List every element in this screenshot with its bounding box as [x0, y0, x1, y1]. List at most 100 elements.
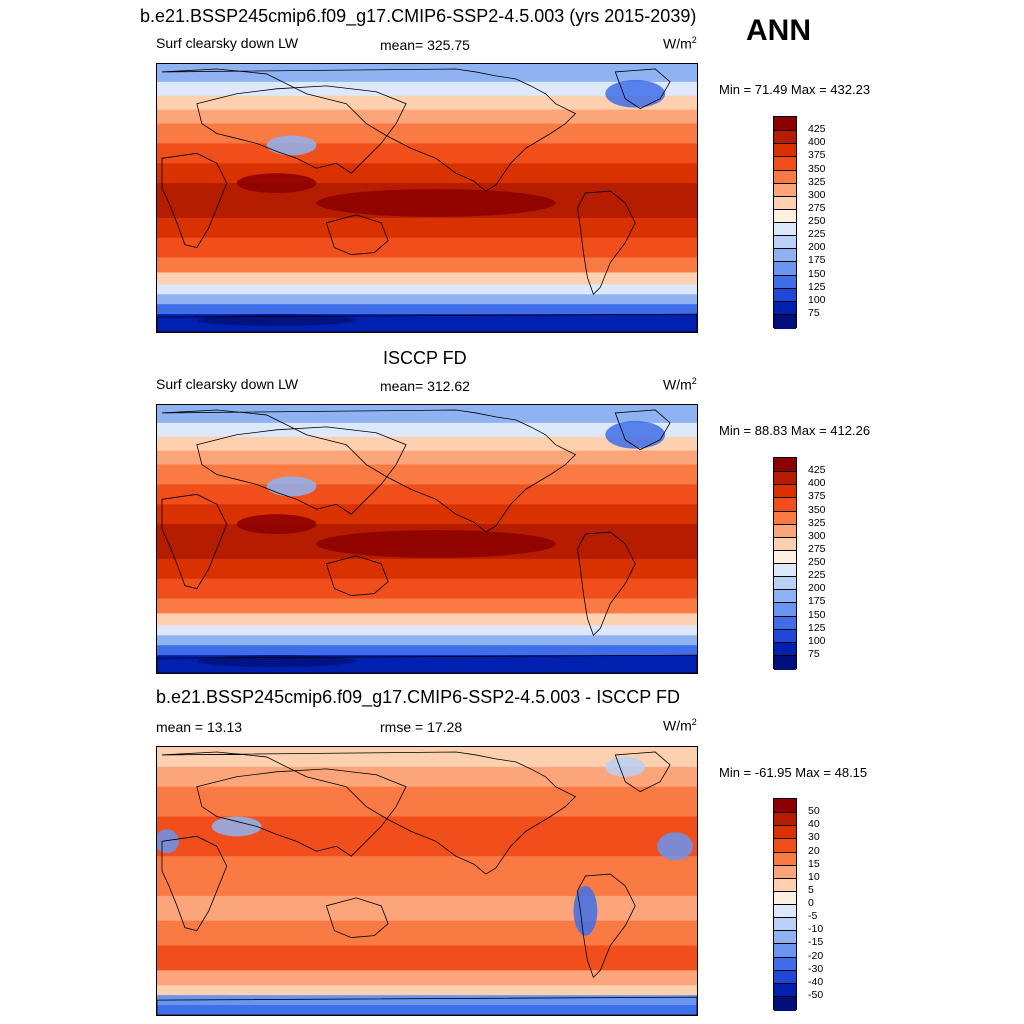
contour-band — [157, 257, 697, 273]
colorbar-cell — [774, 169, 796, 185]
colorbar-tick-label: 40 — [808, 818, 820, 831]
colorbar-tick-label: 75 — [808, 647, 820, 660]
colorbar-tick-label: 100 — [808, 634, 826, 647]
coastline — [614, 751, 671, 793]
contour-band — [157, 304, 697, 315]
colorbar-tick-label: 325 — [808, 175, 826, 188]
colorbar-cell — [774, 641, 796, 657]
contour-band — [157, 747, 697, 768]
contour-band — [157, 1005, 697, 1015]
contour-band — [157, 237, 697, 259]
colorbar-tick-label: 175 — [808, 254, 826, 267]
colorbar-cell — [774, 261, 796, 276]
colorbar-tick-label: 300 — [808, 529, 826, 542]
colorbar-tick-label: 10 — [808, 870, 820, 883]
coastline — [161, 835, 228, 932]
colorbar-tick-label: 225 — [808, 228, 826, 241]
colorbar-cell — [774, 182, 796, 198]
colorbar-cell — [774, 471, 796, 486]
panel-2-units: W/m2 — [663, 376, 697, 393]
panel-1-minmax: Min = 71.49 Max = 432.23 — [719, 82, 871, 97]
coastline — [161, 152, 228, 249]
colorbar-tick-label: 150 — [808, 608, 826, 621]
colorbar-cell — [774, 589, 796, 604]
contour-band — [157, 920, 697, 947]
panel-2-map — [156, 404, 698, 674]
colorbar-tick-label: -50 — [808, 988, 824, 1001]
colorbar-cell — [774, 208, 796, 224]
contour-band — [157, 578, 697, 600]
contour-blob — [157, 829, 179, 854]
colorbar-cell — [774, 287, 796, 303]
contour-blob — [605, 756, 646, 777]
coastline — [157, 313, 697, 332]
colorbar-cell — [774, 549, 796, 565]
colorbar-cell — [774, 995, 796, 1011]
contour-blob — [605, 79, 666, 108]
contour-band — [157, 625, 697, 636]
colorbar-cell — [774, 904, 796, 919]
colorbar-cell — [774, 510, 796, 526]
contour-band — [157, 504, 697, 525]
colorbar-cell — [774, 956, 796, 972]
coastline — [614, 68, 671, 110]
colorbar-cell — [774, 300, 796, 316]
colorbar-tick-label: 350 — [808, 162, 826, 175]
contour-blob — [316, 530, 556, 558]
contour-band — [157, 895, 697, 922]
contour-blob — [573, 885, 598, 936]
colorbar-tick-label: 75 — [808, 306, 820, 319]
contour-band — [157, 109, 697, 125]
panel-1-title: b.e21.BSSP245cmip6.f09_g17.CMIP6-SSP2-4.… — [140, 6, 697, 26]
colorbar-cell — [774, 799, 796, 813]
coastline — [325, 897, 389, 938]
colorbar-cell — [774, 628, 796, 644]
coastline — [196, 85, 407, 174]
contour-band — [157, 558, 697, 580]
contour-band — [157, 272, 697, 285]
coastline — [161, 751, 577, 875]
colorbar-tick-label: -30 — [808, 962, 824, 975]
season-label: ANN — [746, 14, 811, 47]
contour-blob — [236, 514, 317, 535]
colorbar-cell — [774, 864, 796, 880]
colorbar-tick-label: 275 — [808, 201, 826, 214]
panel-1-variable: Surf clearsky down LW — [156, 35, 299, 51]
panel-2-minmax: Min = 88.83 Max = 412.26 — [719, 423, 871, 438]
colorbar-tick-label: 250 — [808, 556, 826, 568]
colorbar-tick-label: 425 — [808, 123, 826, 136]
coastline — [325, 555, 389, 596]
colorbar-cell — [774, 195, 796, 211]
colorbar-cell — [774, 917, 796, 932]
panel-1-mean: mean= 325.75 — [380, 37, 470, 53]
colorbar-tick-label: 125 — [808, 621, 826, 634]
colorbar-cell — [774, 130, 796, 145]
coastline — [196, 426, 407, 515]
contour-band — [157, 945, 697, 971]
colorbar-tick-label: 425 — [808, 464, 826, 477]
contour-blob — [196, 314, 357, 327]
contour-band — [157, 598, 697, 614]
colorbar-tick-label: 250 — [808, 215, 826, 227]
coastline — [161, 493, 228, 590]
colorbar-tick-label: 5 — [808, 883, 814, 896]
contour-band — [157, 143, 697, 164]
panel-2-variable: Surf clearsky down LW — [156, 376, 299, 392]
contour-band — [157, 294, 697, 305]
contour-band — [157, 985, 697, 996]
contour-band — [157, 786, 697, 817]
contour-band — [157, 464, 697, 485]
contour-band — [157, 163, 697, 184]
colorbar-tick-label: 20 — [808, 844, 820, 857]
colorbar-cell — [774, 576, 796, 591]
coastline — [161, 68, 577, 192]
colorbar-cell — [774, 497, 796, 512]
colorbar-tick-label: 175 — [808, 595, 826, 608]
colorbar-tick-label: 100 — [808, 293, 826, 306]
colorbar-tick-label: 50 — [808, 805, 820, 818]
colorbar-cell — [774, 851, 796, 867]
colorbar-cell — [774, 654, 796, 670]
colorbar-cell — [774, 890, 796, 906]
colorbar-cell — [774, 563, 796, 578]
panel-3-mean: mean = 13.13 — [156, 719, 243, 735]
